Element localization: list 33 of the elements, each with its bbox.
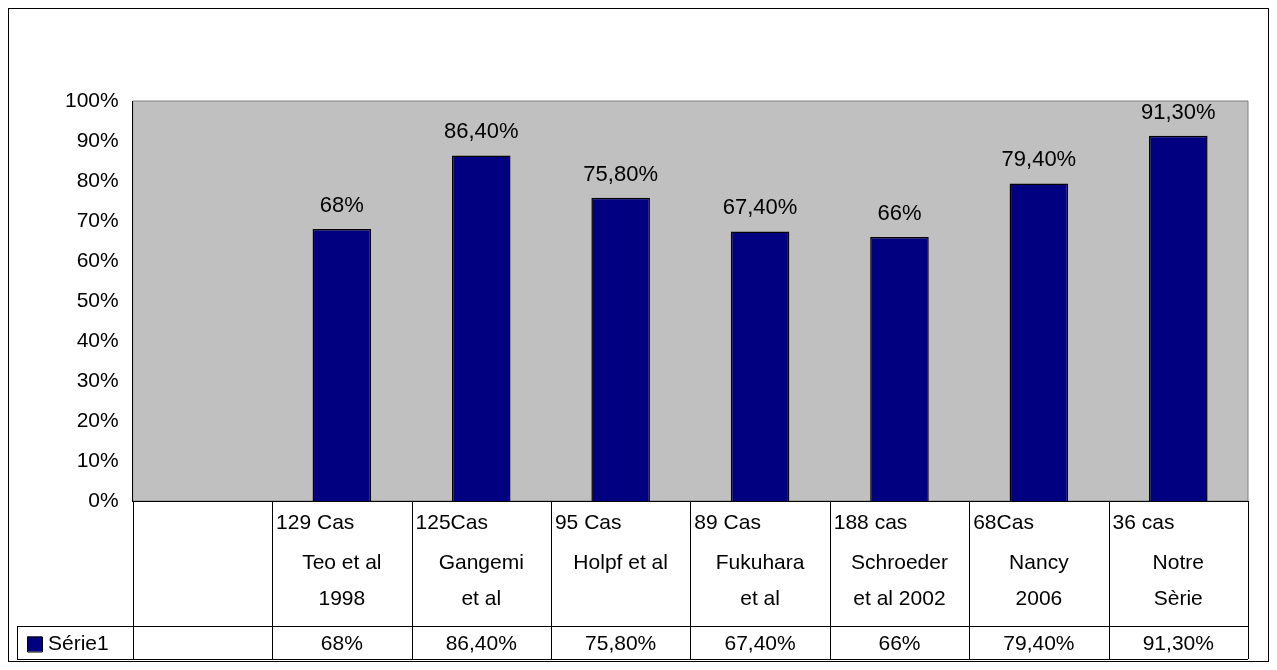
x-tick-label: 89 Cas Fukuhara et al <box>694 509 805 609</box>
data-label: 91,30% <box>1142 631 1214 655</box>
y-tick-label: 30% <box>76 367 119 391</box>
text: 66% <box>877 200 922 226</box>
x-tick-label: 36 cas Notre Sèrie <box>1112 509 1204 609</box>
x-tick-label: 68Cas Nancy 2006 <box>973 509 1070 609</box>
text: 67,40% <box>722 194 798 220</box>
x-tick-label: 188 cas Schroeder et al 2002 <box>833 509 948 609</box>
data-label: 67,40% <box>724 631 796 655</box>
legend-label: Série1 <box>48 631 109 655</box>
x-tick-label: 125Cas Gangemi et al <box>415 509 524 609</box>
text: 86,40% <box>443 118 519 144</box>
data-label: 79,40% <box>1003 631 1075 655</box>
x-tick-label: 129 Cas Teo et al 1998 <box>276 509 382 609</box>
text: 79,40% <box>1001 146 1077 172</box>
data-label: 75,80% <box>585 631 657 655</box>
y-tick-label: 90% <box>76 127 119 151</box>
y-tick-label: 20% <box>76 407 119 431</box>
y-tick-label: 0% <box>88 487 119 511</box>
data-label: 86,40% <box>445 631 517 655</box>
y-tick-label: 40% <box>76 327 119 351</box>
y-tick-label: 10% <box>76 447 119 471</box>
data-label: 68% <box>320 631 363 655</box>
y-tick-label: 80% <box>76 167 119 191</box>
y-tick-label: 60% <box>76 247 119 271</box>
y-tick-label: 70% <box>76 207 119 231</box>
text: 68% <box>319 192 364 218</box>
y-tick-label: 50% <box>76 287 119 311</box>
x-tick-label: 95 Cas Holpf et al <box>554 509 668 573</box>
text: 75,80% <box>583 160 658 186</box>
text: 91,30% <box>1140 98 1216 124</box>
data-label: 66% <box>878 631 921 655</box>
y-tick-label: 100% <box>64 87 119 111</box>
